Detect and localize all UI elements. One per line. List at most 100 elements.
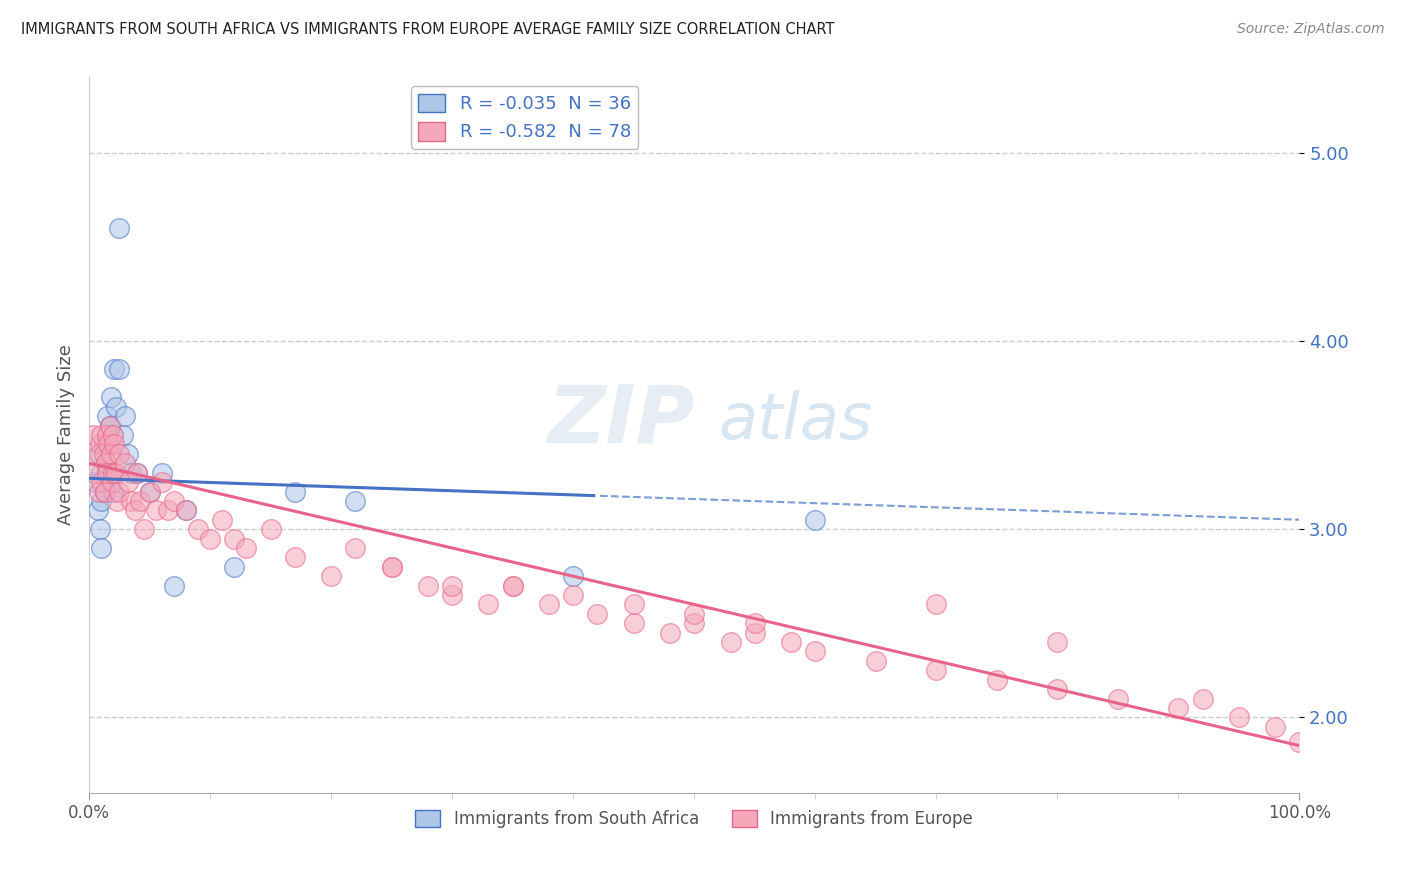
Point: [96, 466, 118, 480]
Point: [381, 559, 404, 574]
Point: [132, 522, 155, 536]
Point: [441, 588, 464, 602]
Point: [138, 484, 160, 499]
Point: [96, 466, 118, 480]
Point: [683, 616, 706, 631]
Point: [90, 466, 112, 480]
Point: [138, 484, 160, 499]
Point: [103, 428, 125, 442]
Point: [103, 466, 125, 480]
Point: [89, 522, 111, 536]
Point: [94, 456, 117, 470]
Point: [502, 579, 524, 593]
Point: [1191, 691, 1213, 706]
Point: [145, 503, 167, 517]
Point: [198, 532, 221, 546]
Legend: Immigrants from South Africa, Immigrants from Europe: Immigrants from South Africa, Immigrants…: [409, 803, 980, 834]
Text: atlas: atlas: [718, 390, 873, 451]
Point: [84, 475, 107, 489]
Point: [865, 654, 887, 668]
Point: [586, 607, 609, 621]
Text: ZIP: ZIP: [547, 382, 695, 459]
Point: [100, 447, 122, 461]
Point: [108, 221, 131, 235]
Text: Source: ZipAtlas.com: Source: ZipAtlas.com: [1237, 22, 1385, 37]
Point: [224, 559, 246, 574]
Point: [150, 475, 173, 489]
Point: [114, 456, 136, 470]
Point: [100, 391, 122, 405]
Point: [124, 503, 146, 517]
Point: [103, 484, 125, 499]
Point: [82, 428, 104, 442]
Point: [90, 475, 112, 489]
Point: [97, 437, 120, 451]
Point: [659, 625, 682, 640]
Point: [105, 494, 128, 508]
Point: [150, 466, 173, 480]
Point: [1046, 682, 1069, 697]
Point: [381, 559, 404, 574]
Point: [502, 579, 524, 593]
Point: [925, 598, 948, 612]
Point: [259, 522, 281, 536]
Point: [163, 494, 186, 508]
Point: [94, 484, 117, 499]
Point: [477, 598, 499, 612]
Point: [101, 466, 124, 480]
Point: [87, 484, 110, 499]
Point: [94, 484, 117, 499]
Point: [103, 437, 125, 451]
Point: [90, 428, 112, 442]
Point: [1288, 735, 1310, 749]
Point: [284, 484, 307, 499]
Point: [804, 513, 827, 527]
Point: [187, 522, 209, 536]
Point: [129, 494, 152, 508]
Point: [562, 569, 585, 583]
Point: [98, 418, 121, 433]
Point: [804, 644, 827, 658]
Point: [925, 663, 948, 677]
Point: [1046, 635, 1069, 649]
Point: [90, 541, 112, 555]
Point: [211, 513, 233, 527]
Point: [344, 494, 367, 508]
Point: [623, 598, 645, 612]
Point: [96, 428, 118, 442]
Point: [744, 616, 766, 631]
Point: [562, 588, 585, 602]
Point: [683, 607, 706, 621]
Point: [1107, 691, 1129, 706]
Point: [1167, 701, 1189, 715]
Point: [97, 437, 120, 451]
Point: [104, 400, 127, 414]
Point: [84, 466, 107, 480]
Point: [321, 569, 343, 583]
Point: [986, 673, 1008, 687]
Point: [284, 550, 307, 565]
Point: [1227, 710, 1250, 724]
Point: [537, 598, 560, 612]
Point: [93, 447, 115, 461]
Point: [1264, 720, 1286, 734]
Point: [744, 625, 766, 640]
Point: [780, 635, 803, 649]
Point: [98, 418, 121, 433]
Point: [120, 494, 142, 508]
Point: [89, 437, 111, 451]
Point: [103, 428, 125, 442]
Point: [174, 503, 197, 517]
Point: [90, 494, 112, 508]
Point: [156, 503, 179, 517]
Point: [86, 503, 108, 517]
Point: [117, 447, 139, 461]
Point: [441, 579, 464, 593]
Point: [235, 541, 257, 555]
Text: IMMIGRANTS FROM SOUTH AFRICA VS IMMIGRANTS FROM EUROPE AVERAGE FAMILY SIZE CORRE: IMMIGRANTS FROM SOUTH AFRICA VS IMMIGRAN…: [21, 22, 835, 37]
Point: [224, 532, 246, 546]
Point: [86, 447, 108, 461]
Point: [108, 362, 131, 376]
Point: [174, 503, 197, 517]
Point: [89, 447, 111, 461]
